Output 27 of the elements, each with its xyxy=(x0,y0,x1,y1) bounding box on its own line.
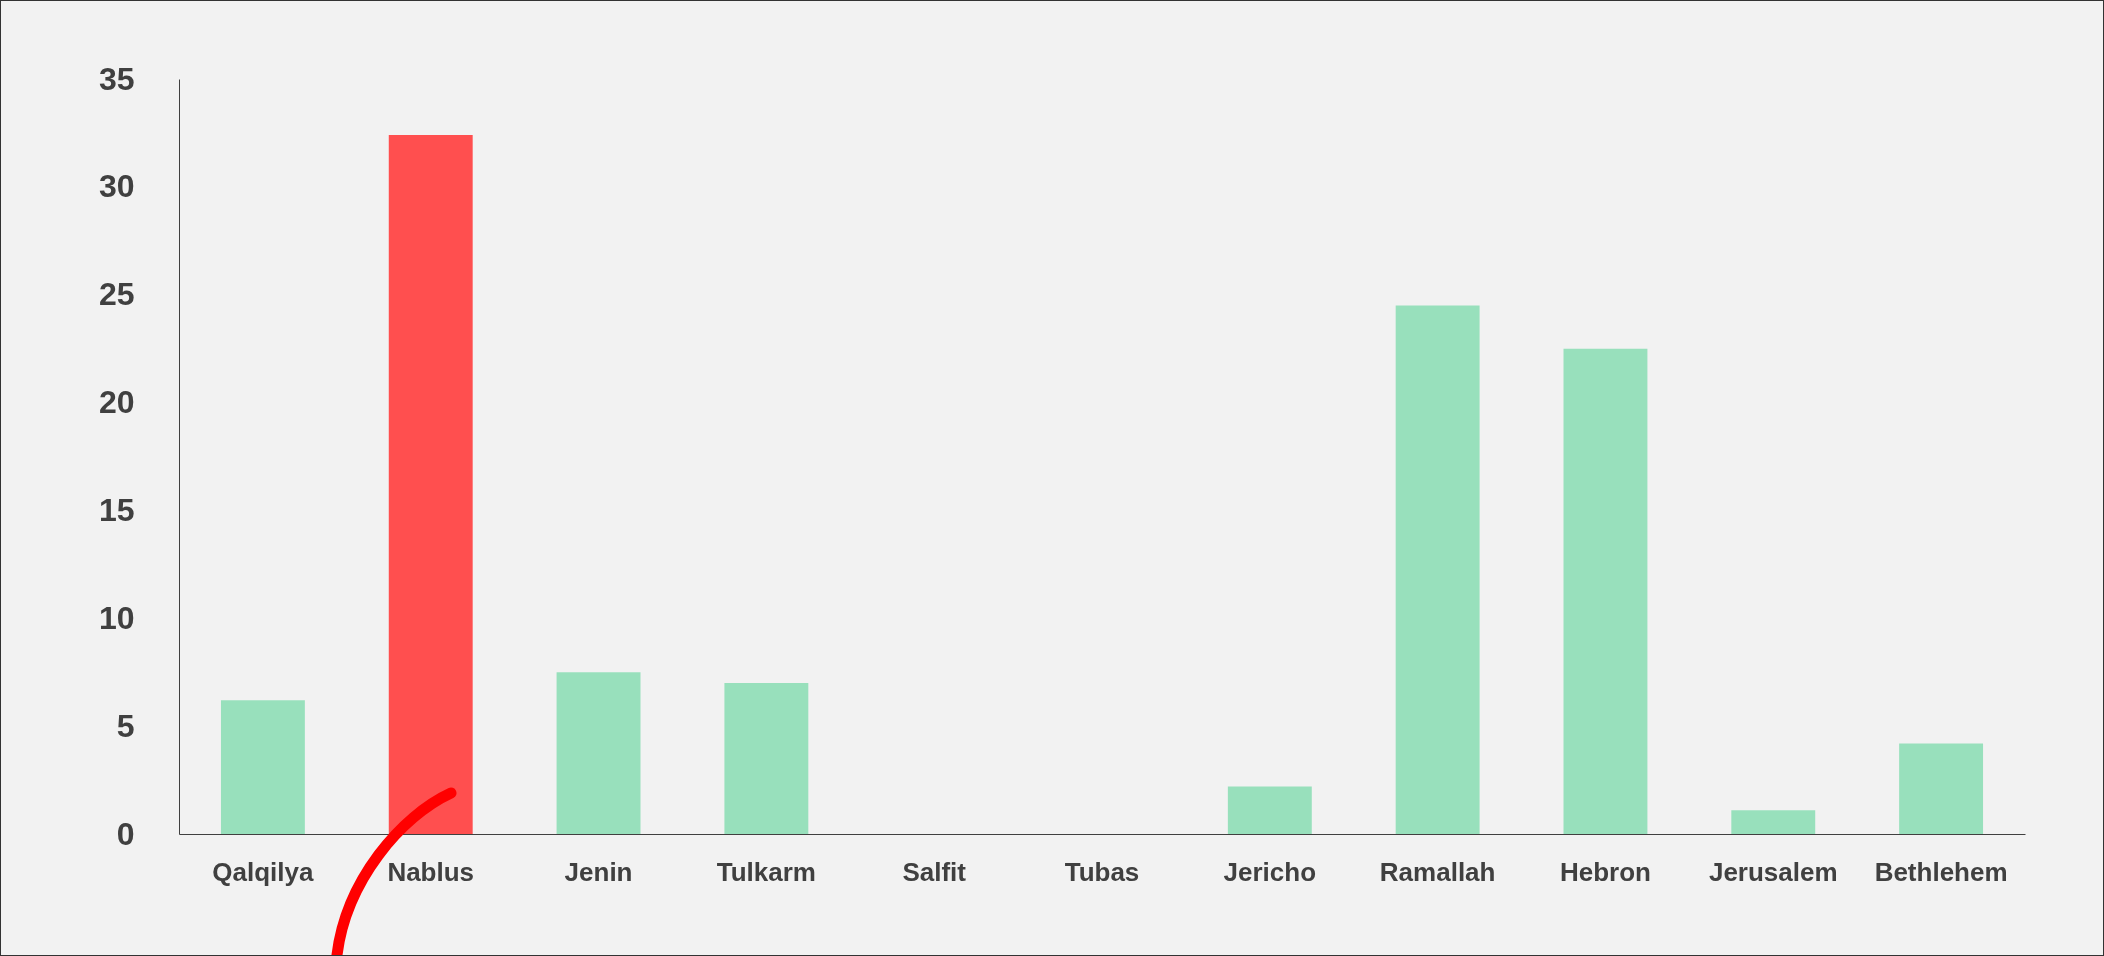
y-tick-label: 10 xyxy=(98,599,135,636)
y-tick-label: 30 xyxy=(98,168,135,205)
x-tick-label: Salfit xyxy=(902,856,967,887)
bar xyxy=(1395,305,1480,834)
bar xyxy=(1731,810,1816,834)
y-tick-label: 15 xyxy=(98,491,135,528)
x-tick-label: Tulkarm xyxy=(716,856,816,887)
y-tick-label: 20 xyxy=(98,384,135,421)
y-tick-label: 35 xyxy=(98,60,135,97)
x-tick-label: Tubas xyxy=(1064,856,1140,887)
bar xyxy=(1227,786,1312,834)
y-tick-label: 0 xyxy=(116,815,135,852)
bar xyxy=(556,672,641,834)
x-tick-label: Qalqilya xyxy=(212,856,315,887)
x-tick-label: Nablus xyxy=(387,856,475,887)
x-tick-label: Bethlehem xyxy=(1874,856,2008,887)
y-tick-label: 25 xyxy=(98,276,135,313)
bar xyxy=(1899,743,1984,834)
bar xyxy=(724,683,809,834)
y-tick-label: 5 xyxy=(116,707,135,744)
x-tick-label: Jenin xyxy=(564,856,633,887)
x-tick-label: Jerusalem xyxy=(1708,856,1838,887)
bar xyxy=(220,700,305,834)
x-tick-label: Ramallah xyxy=(1379,856,1496,887)
x-tick-label: Hebron xyxy=(1559,856,1651,887)
bar xyxy=(1563,348,1648,834)
x-tick-label: Jericho xyxy=(1223,856,1317,887)
